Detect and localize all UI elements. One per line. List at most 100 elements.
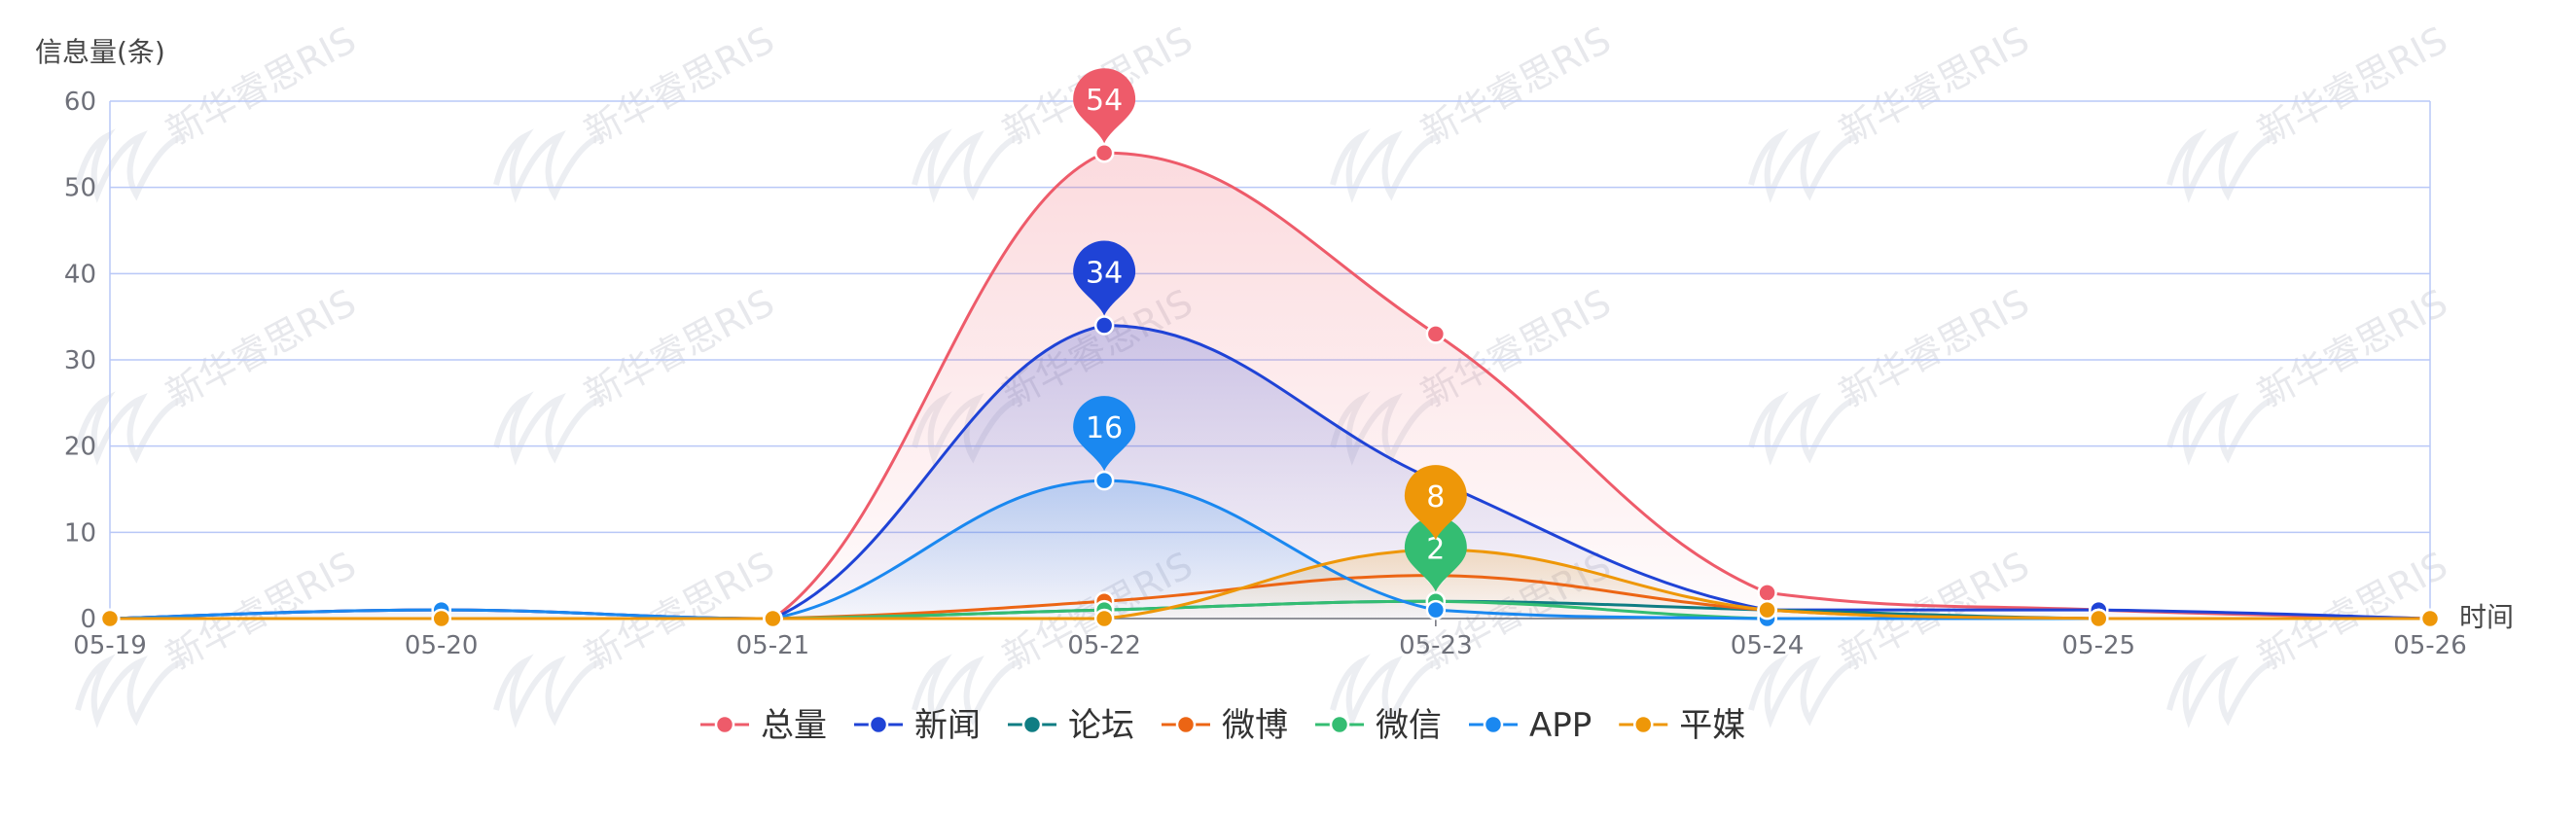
data-point-s6[interactable] bbox=[2089, 608, 2109, 629]
max-markers: 54 34 2 16 8 bbox=[1073, 68, 1467, 592]
series-area-s1 bbox=[110, 325, 2430, 619]
watermark-text: 新华睿思RIS bbox=[578, 281, 781, 416]
watermark: 新华睿思RIS bbox=[1748, 281, 2036, 466]
watermark-logo bbox=[493, 128, 604, 203]
legend-dot-icon bbox=[1329, 714, 1350, 735]
watermark-text: 新华睿思RIS bbox=[2251, 281, 2454, 416]
y-tick-label: 0 bbox=[80, 605, 96, 634]
legend-dot-icon bbox=[868, 714, 889, 735]
legend-dot-icon bbox=[714, 714, 735, 735]
watermark-text: 新华睿思RIS bbox=[1833, 281, 2036, 416]
legend-label: 平媒 bbox=[1679, 706, 1745, 745]
watermark-logo bbox=[2166, 128, 2277, 203]
x-tick-label: 05-23 bbox=[1399, 631, 1473, 660]
max-value-label-s4: 2 bbox=[1426, 532, 1445, 566]
axes: 信息量(条) 时间 bbox=[35, 36, 2514, 633]
watermark-logo bbox=[1330, 654, 1441, 728]
x-tick-label: 05-24 bbox=[1731, 631, 1805, 660]
data-point-s0[interactable] bbox=[1425, 324, 1447, 344]
watermark-logo bbox=[75, 128, 186, 203]
max-marker-s6: 8 bbox=[1404, 465, 1467, 541]
data-point-s6[interactable] bbox=[2419, 608, 2441, 629]
data-point-s0[interactable] bbox=[1093, 142, 1115, 163]
y-axis-title: 信息量(条) bbox=[35, 36, 165, 68]
max-pin-app bbox=[1073, 396, 1136, 472]
x-tick-label: 05-19 bbox=[73, 631, 147, 660]
watermark-logo bbox=[1748, 391, 1859, 466]
legend-label: 微信 bbox=[1376, 706, 1442, 745]
legend-item-s2[interactable]: 论坛 bbox=[1008, 706, 1134, 745]
y-tick-label: 40 bbox=[64, 260, 96, 289]
y-tick-label: 10 bbox=[64, 518, 96, 548]
x-tick-label: 05-26 bbox=[2393, 631, 2467, 660]
legend-label: 微博 bbox=[1222, 706, 1288, 745]
watermark: 新华睿思RIS bbox=[1748, 18, 2036, 203]
max-marker-s4: 2 bbox=[1404, 516, 1467, 592]
data-point-s6[interactable] bbox=[431, 608, 451, 629]
legend-item-app[interactable]: APP bbox=[1469, 706, 1592, 745]
watermark: 新华睿思RIS bbox=[493, 281, 781, 466]
max-value-label-s1: 34 bbox=[1086, 257, 1123, 291]
watermark-logo bbox=[1748, 654, 1859, 728]
watermark: 新华睿思RIS bbox=[2166, 18, 2454, 203]
legend-label: 论坛 bbox=[1068, 706, 1134, 745]
series-lines bbox=[109, 151, 2431, 621]
legend-label: 新闻 bbox=[914, 706, 981, 745]
x-tick-label: 05-21 bbox=[736, 631, 810, 660]
legend-item-s4[interactable]: 微信 bbox=[1315, 706, 1442, 745]
series-area-app bbox=[110, 480, 2430, 619]
watermark-logo bbox=[75, 391, 186, 466]
data-point-s6[interactable] bbox=[1093, 608, 1115, 629]
watermark-logo bbox=[912, 654, 1022, 728]
watermark: 新华睿思RIS bbox=[2166, 281, 2454, 466]
y-tick-label: 20 bbox=[64, 433, 96, 462]
max-value-label-s6: 8 bbox=[1426, 480, 1445, 514]
watermark-logo bbox=[1330, 128, 1441, 203]
data-point-s6[interactable] bbox=[763, 608, 783, 629]
data-point-s0[interactable] bbox=[1757, 583, 1777, 603]
max-value-label-app: 16 bbox=[1086, 411, 1123, 445]
legend-item-s6[interactable]: 平媒 bbox=[1619, 706, 1745, 745]
watermark-text: 新华睿思RIS bbox=[578, 18, 781, 154]
max-marker-app: 16 bbox=[1073, 396, 1136, 472]
watermark-logo bbox=[75, 654, 186, 728]
max-pin-s4 bbox=[1404, 516, 1467, 592]
watermark-logo bbox=[2166, 391, 2277, 466]
watermark-logo bbox=[1748, 128, 1859, 203]
series-areas bbox=[110, 153, 2430, 619]
watermark-text: 新华睿思RIS bbox=[160, 18, 363, 154]
legend-item-s0[interactable]: 总量 bbox=[700, 706, 827, 745]
max-value-label-s0: 54 bbox=[1086, 84, 1123, 118]
watermark-logo bbox=[493, 654, 604, 728]
legend-dot-icon bbox=[1021, 714, 1043, 735]
x-tick-label: 05-20 bbox=[405, 631, 479, 660]
watermark-text: 新华睿思RIS bbox=[160, 281, 363, 416]
data-point-s6[interactable] bbox=[1757, 599, 1777, 621]
watermark: 新华睿思RIS bbox=[1330, 18, 1618, 203]
watermark: 新华睿思RIS bbox=[75, 281, 363, 466]
data-point-app[interactable] bbox=[1093, 470, 1115, 491]
legend-item-s3[interactable]: 微博 bbox=[1162, 706, 1288, 745]
y-tick-label: 60 bbox=[64, 88, 96, 117]
legend-dot-icon bbox=[1483, 714, 1504, 735]
series-line-s6 bbox=[110, 548, 2430, 621]
data-point-app[interactable] bbox=[1425, 599, 1447, 621]
watermark-logo bbox=[2166, 654, 2277, 728]
legend-label: APP bbox=[1529, 706, 1592, 745]
watermark-logo bbox=[912, 128, 1022, 203]
legend-label: 总量 bbox=[761, 706, 827, 745]
watermark-text: 新华睿思RIS bbox=[1833, 18, 2036, 154]
watermark: 新华睿思RIS bbox=[493, 18, 781, 203]
max-marker-s1: 34 bbox=[1073, 240, 1136, 316]
data-point-s6[interactable] bbox=[99, 608, 121, 629]
legend-item-s1[interactable]: 新闻 bbox=[854, 706, 981, 745]
grid: 0 10 20 30 40 50 60 05-19 05-20 05-21 05-22 05-23 05… bbox=[64, 88, 2467, 660]
legend-dot-icon bbox=[1633, 714, 1654, 735]
y-tick-label: 50 bbox=[64, 174, 96, 203]
legend[interactable]: 总量 新闻 论坛 微博 微信 APP 平媒 bbox=[700, 706, 1745, 745]
watermark-text: 新华睿思RIS bbox=[2251, 18, 2454, 154]
data-point-s1[interactable] bbox=[1093, 315, 1115, 336]
watermark-logo bbox=[493, 391, 604, 466]
max-pin-s6 bbox=[1404, 465, 1467, 541]
